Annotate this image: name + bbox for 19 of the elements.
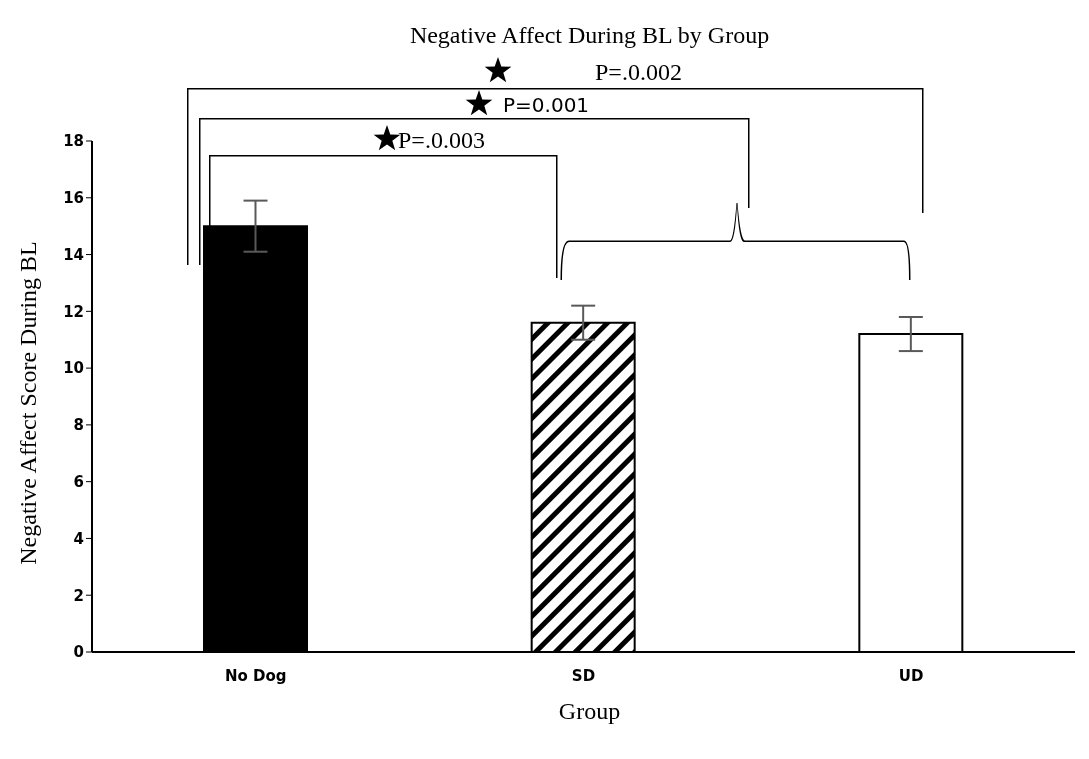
- chart-title: Negative Affect During BL by Group: [408, 22, 771, 49]
- y-tick-label: 16: [63, 189, 84, 208]
- y-tick-label: 12: [63, 302, 84, 321]
- y-axis-title: Negative Affect Score During BL: [14, 241, 42, 565]
- y-tick-label: 14: [63, 245, 84, 264]
- annotation: P=.0.003: [398, 127, 485, 153]
- text: P=0.001: [503, 93, 590, 117]
- y-tick-label: 10: [63, 359, 84, 378]
- x-tick-label: SD: [571, 666, 596, 685]
- y-tick-label: 2: [73, 586, 84, 605]
- x-tick-label: UD: [898, 666, 924, 685]
- x-tick-label: No Dog: [225, 666, 287, 685]
- y-tick-label: 18: [63, 132, 84, 151]
- x-axis-title: Group: [557, 698, 622, 725]
- y-tick-label: 8: [73, 416, 84, 435]
- y-tick-label: 4: [73, 529, 84, 548]
- y-tick-label: 0: [73, 643, 84, 662]
- text: P=.0.002: [595, 59, 682, 85]
- y-tick-label: 6: [73, 472, 84, 491]
